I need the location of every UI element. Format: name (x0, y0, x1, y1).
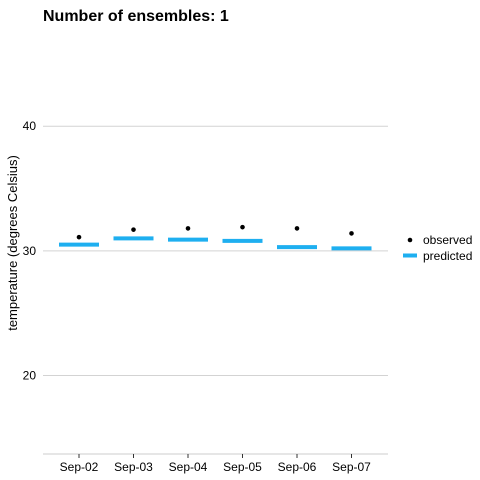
legend-observed-key (407, 237, 413, 243)
predicted-bar-Sep-04 (168, 237, 208, 242)
y-tick-label-20: 20 (23, 368, 37, 382)
predicted-bar-Sep-07 (331, 246, 372, 251)
x-axis-ticks: Sep-02 Sep-03 Sep-04 Sep-05 Sep-06 Sep-07 (60, 454, 371, 474)
y-axis-title: temperature (degrees Celsius) (5, 155, 20, 331)
y-tick-label-40: 40 (23, 119, 37, 133)
x-tick-label-Sep-07: Sep-07 (332, 460, 371, 474)
observed-point-Sep-02 (76, 234, 82, 240)
x-tick-label-Sep-02: Sep-02 (60, 460, 99, 474)
predicted-bar-Sep-05 (222, 238, 263, 243)
predicted-bar-Sep-03 (113, 236, 154, 241)
observed-point-Sep-05 (240, 224, 245, 230)
observed-point-Sep-04 (185, 226, 191, 231)
legend-observed-label: observed (423, 233, 472, 247)
observed-point-Sep-06 (294, 226, 300, 231)
grid-lines (43, 125, 388, 376)
legend-predicted-key (403, 253, 417, 258)
y-axis-ticks: 20 30 40 (23, 119, 37, 382)
chart-title: Number of ensembles: 1 (43, 8, 229, 25)
y-tick-label-30: 30 (23, 244, 37, 258)
x-tick-label-Sep-06: Sep-06 (278, 460, 317, 474)
legend: observed predicted (403, 233, 472, 263)
x-tick-label-Sep-04: Sep-04 (169, 460, 208, 474)
observed-series (76, 224, 354, 240)
x-tick-label-Sep-05: Sep-05 (223, 460, 262, 474)
x-tick-label-Sep-03: Sep-03 (114, 460, 153, 474)
predicted-bar-Sep-02 (59, 242, 99, 247)
observed-point-Sep-07 (349, 231, 354, 236)
predicted-bar-Sep-06 (277, 245, 317, 250)
legend-predicted-label: predicted (423, 249, 472, 263)
observed-point-Sep-03 (131, 227, 136, 232)
predicted-series (59, 236, 372, 251)
